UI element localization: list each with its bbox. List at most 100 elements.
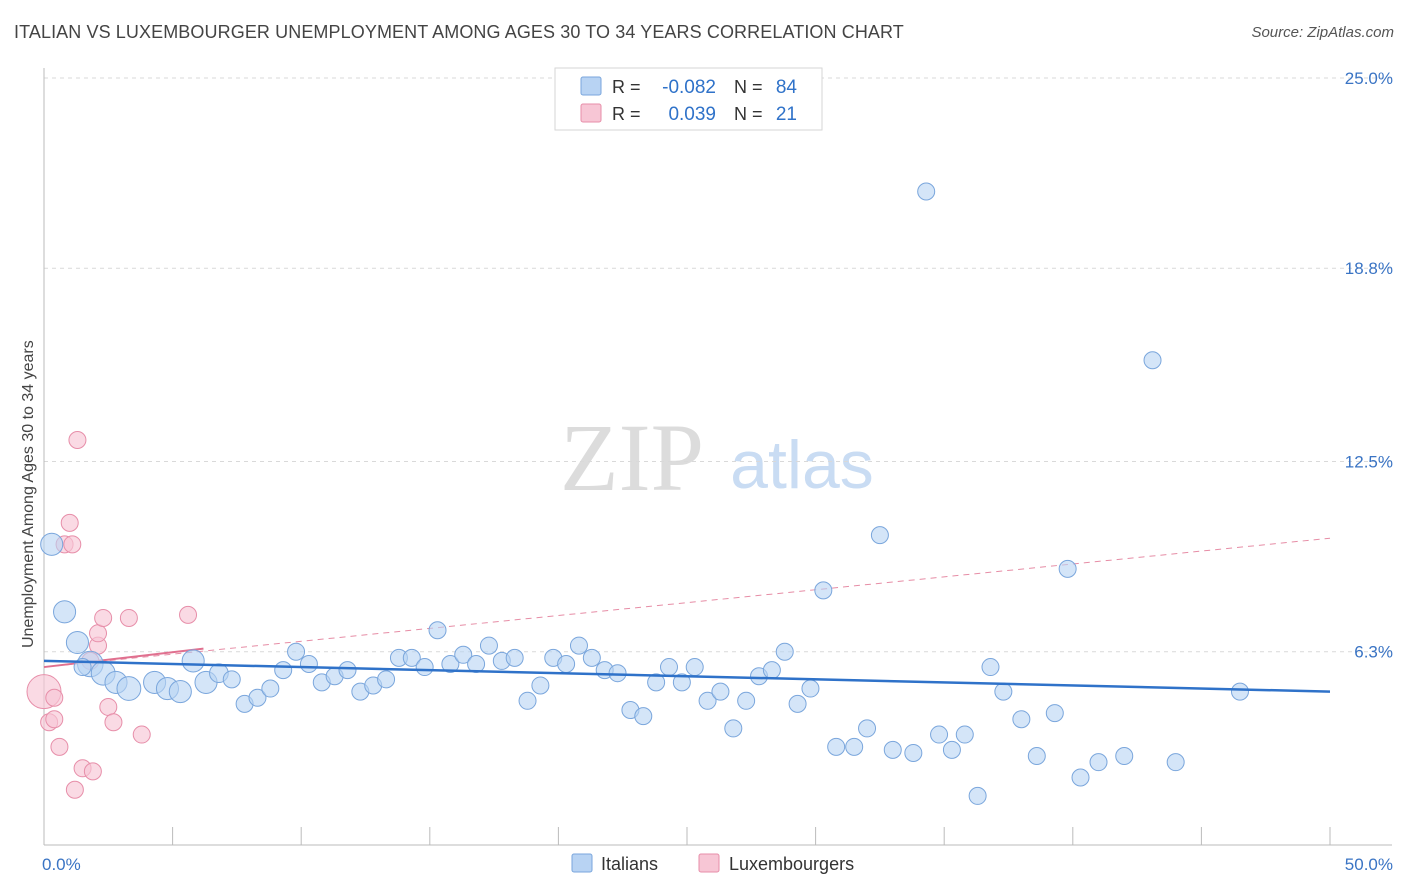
y-tick-labels: 6.3% 12.5% 18.8% 25.0%	[1345, 69, 1393, 662]
italians-point-51	[711, 682, 730, 701]
italians-point-79	[1115, 747, 1134, 766]
italians-point-25	[377, 670, 396, 689]
italians-point-32	[467, 654, 486, 673]
luxembourgers-point-19	[179, 605, 198, 624]
watermark-atlas: atlas	[730, 427, 874, 503]
luxembourgers-point-14	[94, 608, 113, 627]
italians-point-36	[518, 691, 537, 710]
chart-source: Source: ZipAtlas.com	[1251, 24, 1394, 41]
luxembourgers-point-15	[99, 697, 118, 716]
italians-point-49	[685, 658, 704, 677]
italians-point-59	[814, 581, 833, 600]
x-tick-label-0: 0.0%	[42, 855, 81, 874]
italians-point-37	[531, 676, 550, 695]
legend-r-label-italians: R =	[612, 77, 641, 97]
bottom-legend-swatch-luxembourgers	[698, 853, 720, 873]
legend-r-value-luxembourgers: 0.039	[668, 104, 716, 125]
legend-n-label-luxembourgers: N =	[734, 104, 763, 124]
x-tick-labels: 0.0% 50.0%	[42, 855, 1393, 874]
x-tick-label-1: 50.0%	[1345, 855, 1393, 874]
italians-point-16	[261, 679, 280, 698]
y-tick-label-0: 6.3%	[1354, 643, 1393, 662]
italians-point-55	[762, 661, 781, 680]
bottom-legend-label-italians: Italians	[601, 854, 658, 874]
italians-points	[40, 182, 1249, 805]
italians-point-35	[505, 648, 524, 667]
italians-point-39	[557, 654, 576, 673]
italians-point-77	[1071, 768, 1090, 787]
italians-point-78	[1089, 753, 1108, 772]
italians-point-41	[582, 648, 601, 667]
legend-swatch-luxembourgers	[580, 103, 602, 123]
italians-point-56	[775, 642, 794, 661]
luxembourgers-point-9	[68, 431, 87, 450]
italians-point-66	[917, 182, 936, 201]
italians-point-67	[930, 725, 949, 744]
italians-point-50	[698, 691, 717, 710]
axes	[43, 68, 1392, 846]
luxembourgers-point-17	[119, 608, 138, 627]
italians-point-29	[428, 621, 447, 640]
luxembourgers-trend-solid	[43, 647, 204, 669]
italians-point-60	[827, 737, 846, 756]
italians-point-64	[883, 740, 902, 759]
italians-point-74	[1027, 747, 1046, 766]
bottom-legend-label-luxembourgers: Luxembourgers	[729, 854, 854, 874]
italians-point-28	[415, 658, 434, 677]
italians-point-10	[181, 649, 205, 673]
luxembourgers-point-4	[50, 737, 69, 756]
chart-title: ITALIAN VS LUXEMBOURGER UNEMPLOYMENT AMO…	[14, 22, 904, 42]
y-tick-label-3: 25.0%	[1345, 69, 1393, 88]
luxembourgers-point-7	[63, 535, 82, 554]
luxembourgers-point-16	[104, 713, 123, 732]
italians-point-33	[479, 636, 498, 655]
luxembourgers-trend-dashed	[43, 537, 1331, 668]
italians-trend-line	[43, 659, 1331, 693]
bottom-legend: Italians Luxembourgers	[571, 853, 854, 874]
italians-point-2	[65, 630, 89, 655]
y-tick-label-2: 18.8%	[1345, 259, 1393, 278]
italians-point-53	[737, 691, 756, 710]
bottom-legend-swatch-italians	[571, 853, 593, 873]
luxembourgers-point-3	[45, 710, 64, 729]
italians-point-72	[994, 682, 1013, 701]
italians-point-62	[858, 719, 877, 738]
legend-r-value-italians: -0.082	[662, 77, 716, 98]
luxembourgers-point-13	[89, 624, 108, 643]
italians-point-43	[608, 664, 627, 683]
italians-point-80	[1143, 351, 1162, 370]
luxembourgers-point-8	[65, 780, 84, 799]
italians-point-18	[287, 642, 306, 661]
luxembourgers-trend	[43, 537, 1331, 669]
legend-n-value-italians: 84	[776, 77, 798, 98]
italians-point-68	[942, 740, 961, 759]
italians-point-65	[904, 743, 923, 762]
italians-point-70	[968, 786, 987, 805]
italians-point-31	[454, 645, 473, 664]
italians-point-57	[788, 694, 807, 713]
italians-point-48	[672, 673, 691, 692]
italians-point-0	[40, 532, 64, 556]
italians-point-40	[569, 636, 588, 655]
legend-r-label-luxembourgers: R =	[612, 104, 641, 124]
italians-point-45	[634, 707, 653, 726]
italians-point-52	[724, 719, 743, 738]
italians-point-27	[402, 648, 421, 667]
italians-point-63	[870, 526, 889, 545]
watermark-zip: ZIP	[560, 404, 704, 511]
italians-point-9	[168, 680, 192, 704]
italians-point-58	[801, 679, 820, 698]
italians-point-71	[981, 658, 1000, 677]
italians-point-61	[845, 737, 864, 756]
luxembourgers-point-6	[60, 513, 79, 532]
italians-point-30	[441, 654, 460, 673]
italians-point-82	[1230, 682, 1249, 701]
legend-n-value-luxembourgers: 21	[776, 104, 797, 125]
top-legend: R = -0.082 N = 84 R = 0.039 N = 21	[554, 67, 823, 131]
legend-swatch-italians	[580, 76, 602, 96]
italians-point-1	[53, 600, 77, 624]
luxembourgers-point-11	[83, 762, 102, 781]
italians-point-6	[116, 676, 142, 701]
italians-point-22	[338, 661, 357, 680]
italians-trend	[43, 659, 1331, 693]
